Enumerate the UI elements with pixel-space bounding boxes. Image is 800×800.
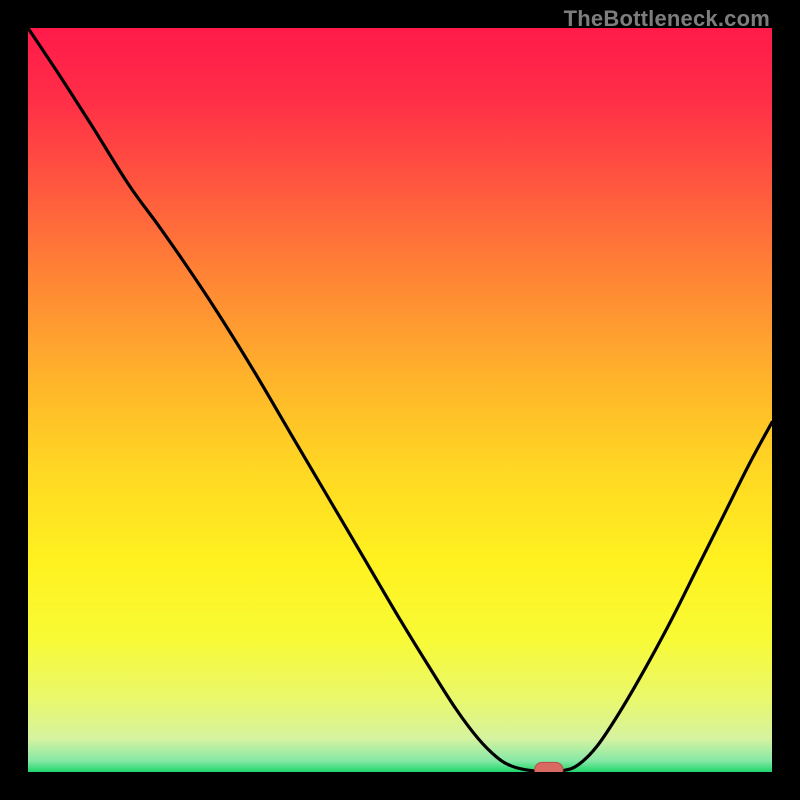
watermark-text: TheBottleneck.com [564, 6, 770, 32]
optimum-marker [535, 762, 563, 772]
bottleneck-curve [28, 28, 772, 771]
curve-layer [28, 28, 772, 772]
chart-frame: TheBottleneck.com [0, 0, 800, 800]
plot-area [28, 28, 772, 772]
